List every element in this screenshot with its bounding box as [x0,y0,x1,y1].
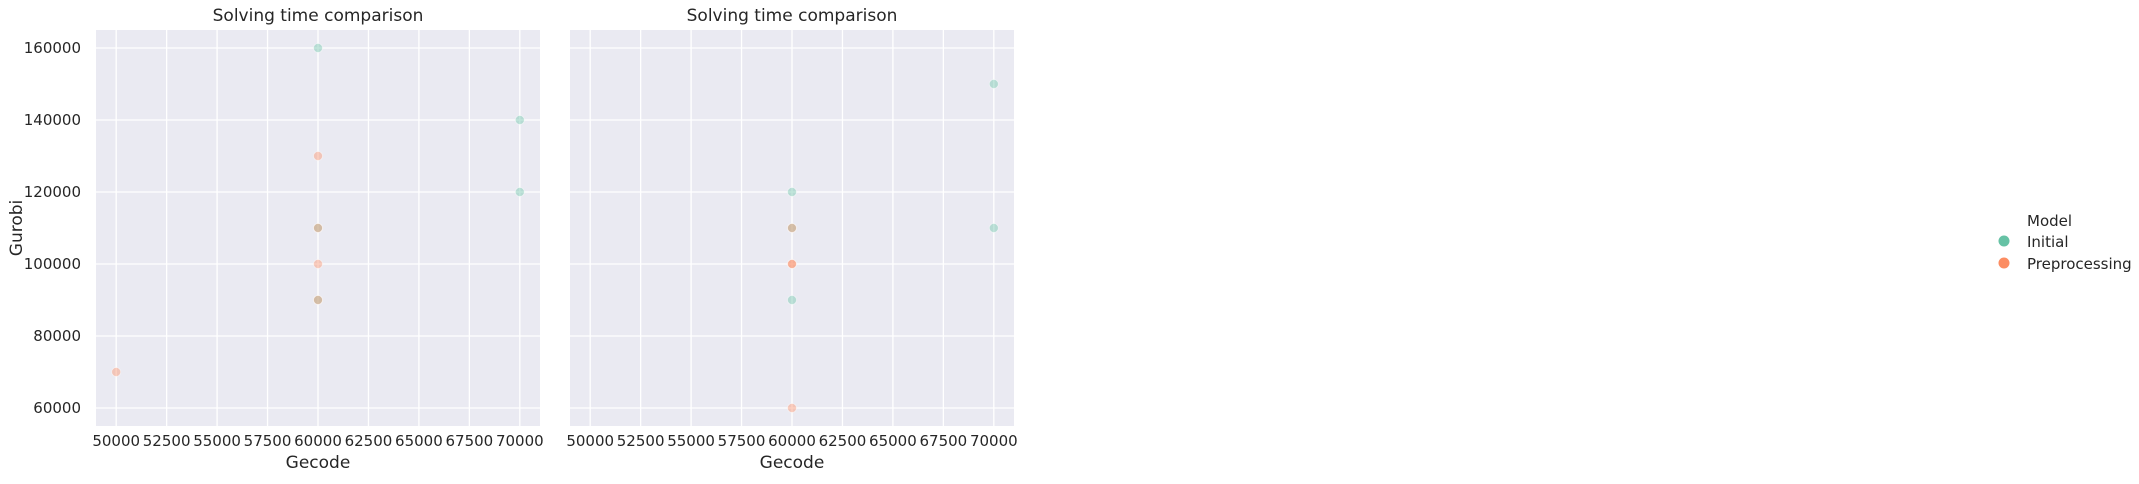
x-tick-label: 50000 [92,432,140,450]
x-tick-label: 62500 [345,432,393,450]
x-axis-label: Gecode [760,453,825,473]
x-axis-label: Gecode [286,453,351,473]
data-point-initial [988,223,999,233]
legend-marker-preprocessing [1998,257,2010,269]
x-tick-label: 70000 [496,432,544,450]
y-tick-label: 140000 [24,111,81,129]
data-point-preprocessing [787,223,797,233]
legend-marker-initial [1998,235,2010,247]
x-tick-label: 60000 [294,432,342,450]
data-point-initial [514,115,525,125]
data-point-preprocessing [313,151,323,161]
y-tick-label: 60000 [33,399,81,417]
legend-label-initial: Initial [2027,233,2069,251]
y-axis-label: Gurobi [7,200,27,256]
x-tick-label: 62500 [819,432,867,450]
x-tick-label: 65000 [869,432,917,450]
x-tick-label: 60000 [768,432,816,450]
y-tick-label: 100000 [24,255,81,273]
panel-title: Solving time comparison [687,6,898,26]
y-tick-label: 160000 [24,39,81,57]
x-tick-label: 67500 [446,432,494,450]
data-point-initial [313,43,323,53]
x-tick-label: 52500 [617,432,665,450]
data-point-initial [514,187,525,197]
x-tick-label: 65000 [395,432,443,450]
data-point-preprocessing [313,223,323,233]
chart-panel-right: 50000 52500 55000 57500 60000 62500 65000 67500… [566,6,1017,473]
chart-panel-left: 50000 52500 55000 57500 60000 62500 65000 67500… [7,6,544,473]
x-tick-label: 57500 [718,432,766,450]
x-tick-label: 57500 [244,432,292,450]
x-tick-label: 50000 [566,432,614,450]
x-tick-label: 70000 [970,432,1018,450]
data-point-preprocessing [313,295,323,305]
y-tick-label: 80000 [33,327,81,345]
data-point-preprocessing [313,259,323,269]
data-point-preprocessing [787,403,797,413]
data-point-initial [787,187,797,197]
legend: Model Initial Preprocessing [1998,212,2132,273]
x-tick-label: 55000 [667,432,715,450]
data-point-preprocessing [111,367,122,377]
panel-title: Solving time comparison [213,6,424,26]
x-tick-label: 55000 [193,432,241,450]
x-tick-label: 52500 [143,432,191,450]
data-point-preprocessing [787,259,797,269]
legend-title: Model [2027,212,2072,230]
data-point-initial [787,295,797,305]
legend-label-preprocessing: Preprocessing [2027,255,2132,273]
y-tick-label: 120000 [24,183,81,201]
data-point-initial [988,79,999,89]
x-tick-label: 67500 [920,432,968,450]
